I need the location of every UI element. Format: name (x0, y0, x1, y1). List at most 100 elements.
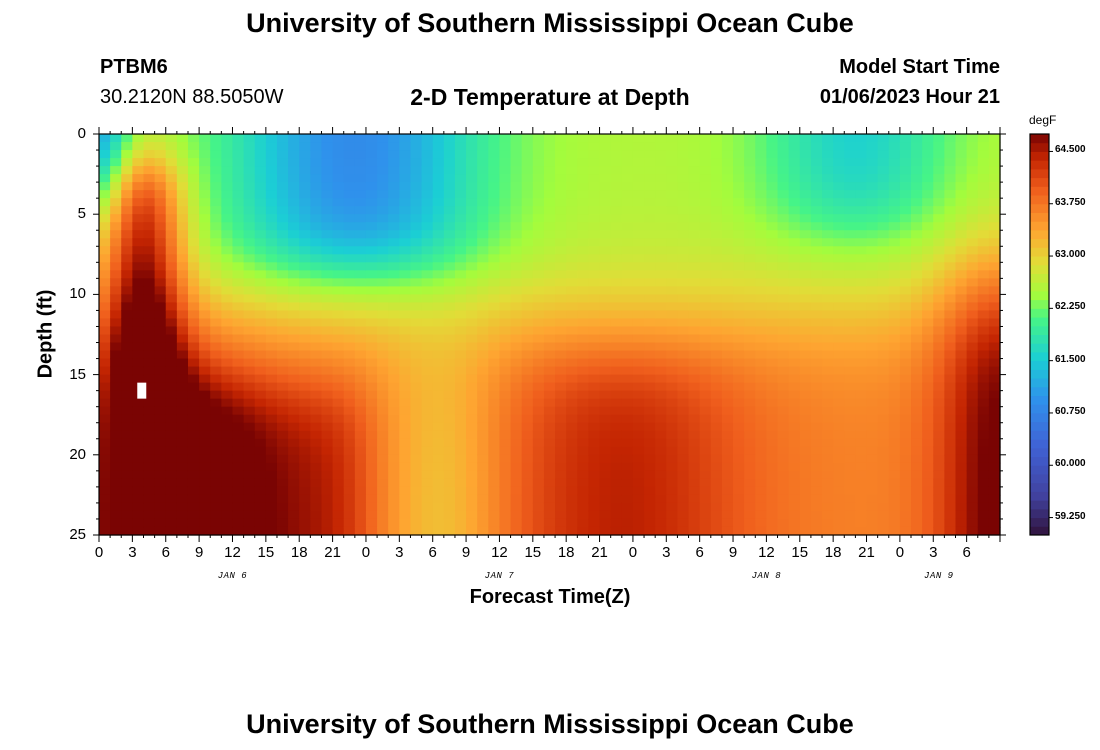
heatmap-cell (410, 382, 423, 392)
heatmap-cell (888, 222, 901, 231)
heatmap-cell (165, 142, 178, 151)
heatmap-cell (232, 382, 245, 392)
heatmap-cell (877, 518, 890, 528)
heatmap-cell (566, 206, 578, 215)
heatmap-cell (632, 430, 645, 440)
heatmap-cell (421, 430, 434, 440)
heatmap-cell (610, 382, 623, 392)
heatmap-cell (955, 494, 968, 504)
heatmap-cell (888, 334, 901, 344)
heatmap-cell (577, 318, 590, 328)
heatmap-cell (955, 246, 968, 255)
heatmap-cell (99, 142, 111, 151)
heatmap-cell (555, 366, 567, 376)
heatmap-cell (499, 222, 512, 231)
heatmap-cell (232, 182, 245, 191)
heatmap-cell (254, 454, 267, 464)
heatmap-cell (187, 414, 200, 424)
heatmap-cell (276, 206, 289, 215)
heatmap-cell (521, 366, 534, 376)
heatmap-cell (666, 334, 679, 344)
heatmap-cell (143, 382, 156, 392)
heatmap-cell (410, 430, 423, 440)
heatmap-cell (210, 302, 222, 312)
heatmap-cell (432, 430, 445, 440)
heatmap-cell (866, 486, 879, 496)
heatmap-cell (988, 446, 1001, 456)
heatmap-cell (677, 510, 690, 520)
heatmap-cell (955, 270, 968, 279)
heatmap-cell (977, 406, 990, 416)
heatmap-cell (165, 246, 178, 255)
heatmap-cell (644, 222, 656, 231)
heatmap-cell (165, 310, 178, 320)
heatmap-cell (321, 454, 334, 464)
heatmap-cell (377, 350, 389, 360)
heatmap-cell (276, 182, 289, 191)
heatmap-cell (143, 414, 156, 424)
heatmap-cell (210, 278, 222, 287)
colorbar-segment (1030, 500, 1049, 510)
heatmap-cell (410, 446, 423, 456)
heatmap-cell (799, 526, 812, 536)
heatmap-cell (132, 302, 145, 312)
heatmap-cell (299, 238, 311, 247)
heatmap-cell (677, 246, 690, 255)
heatmap-cell (121, 350, 133, 360)
heatmap-cell (143, 294, 156, 304)
heatmap-cell (922, 134, 934, 143)
heatmap-cell (388, 134, 400, 143)
heatmap-cell (988, 382, 1001, 392)
heatmap-cell (822, 366, 834, 376)
heatmap-cell (699, 134, 712, 143)
heatmap-cell (599, 302, 612, 312)
heatmap-cell (254, 198, 267, 207)
x-tick-label: 12 (758, 544, 775, 561)
colorbar-segment (1030, 247, 1049, 257)
heatmap-cell (410, 502, 423, 512)
heatmap-cell (221, 518, 234, 528)
heatmap-cell (599, 334, 612, 344)
heatmap-cell (365, 310, 378, 320)
heatmap-cell (699, 422, 712, 432)
heatmap-cell (888, 158, 901, 167)
heatmap-cell (388, 254, 400, 263)
heatmap-cell (877, 510, 890, 520)
heatmap-cell (799, 262, 812, 271)
heatmap-cell (899, 158, 912, 167)
heatmap-cell (911, 150, 923, 159)
heatmap-cell (254, 350, 267, 360)
heatmap-cell (254, 206, 267, 215)
heatmap-cell (543, 470, 556, 480)
heatmap-cell (666, 366, 679, 376)
heatmap-cell (766, 278, 779, 287)
heatmap-cell (588, 142, 601, 151)
heatmap-cell (988, 510, 1001, 520)
heatmap-cell (744, 446, 756, 456)
heatmap-cell (254, 398, 267, 408)
heatmap-cell (710, 150, 723, 159)
heatmap-cell (911, 190, 923, 199)
heatmap-cell (877, 238, 890, 247)
date-label: JAN 6 (217, 571, 248, 581)
heatmap-cell (699, 350, 712, 360)
heatmap-cell (788, 430, 801, 440)
heatmap-cell (799, 286, 812, 295)
heatmap-cell (176, 134, 189, 143)
heatmap-cell (221, 302, 234, 312)
heatmap-cell (855, 158, 868, 167)
heatmap-cell (621, 478, 634, 488)
heatmap-cell (944, 510, 957, 520)
heatmap-cell (922, 174, 934, 183)
position-marker (137, 382, 147, 399)
heatmap-cell (799, 358, 812, 368)
heatmap-cell (632, 526, 645, 536)
heatmap-cell (610, 294, 623, 304)
heatmap-cell (521, 198, 534, 207)
heatmap-cell (288, 190, 300, 199)
heatmap-cell (288, 286, 300, 295)
heatmap-cell (521, 430, 534, 440)
heatmap-cell (810, 478, 823, 488)
heatmap-cell (610, 278, 623, 287)
heatmap-cell (744, 134, 756, 143)
